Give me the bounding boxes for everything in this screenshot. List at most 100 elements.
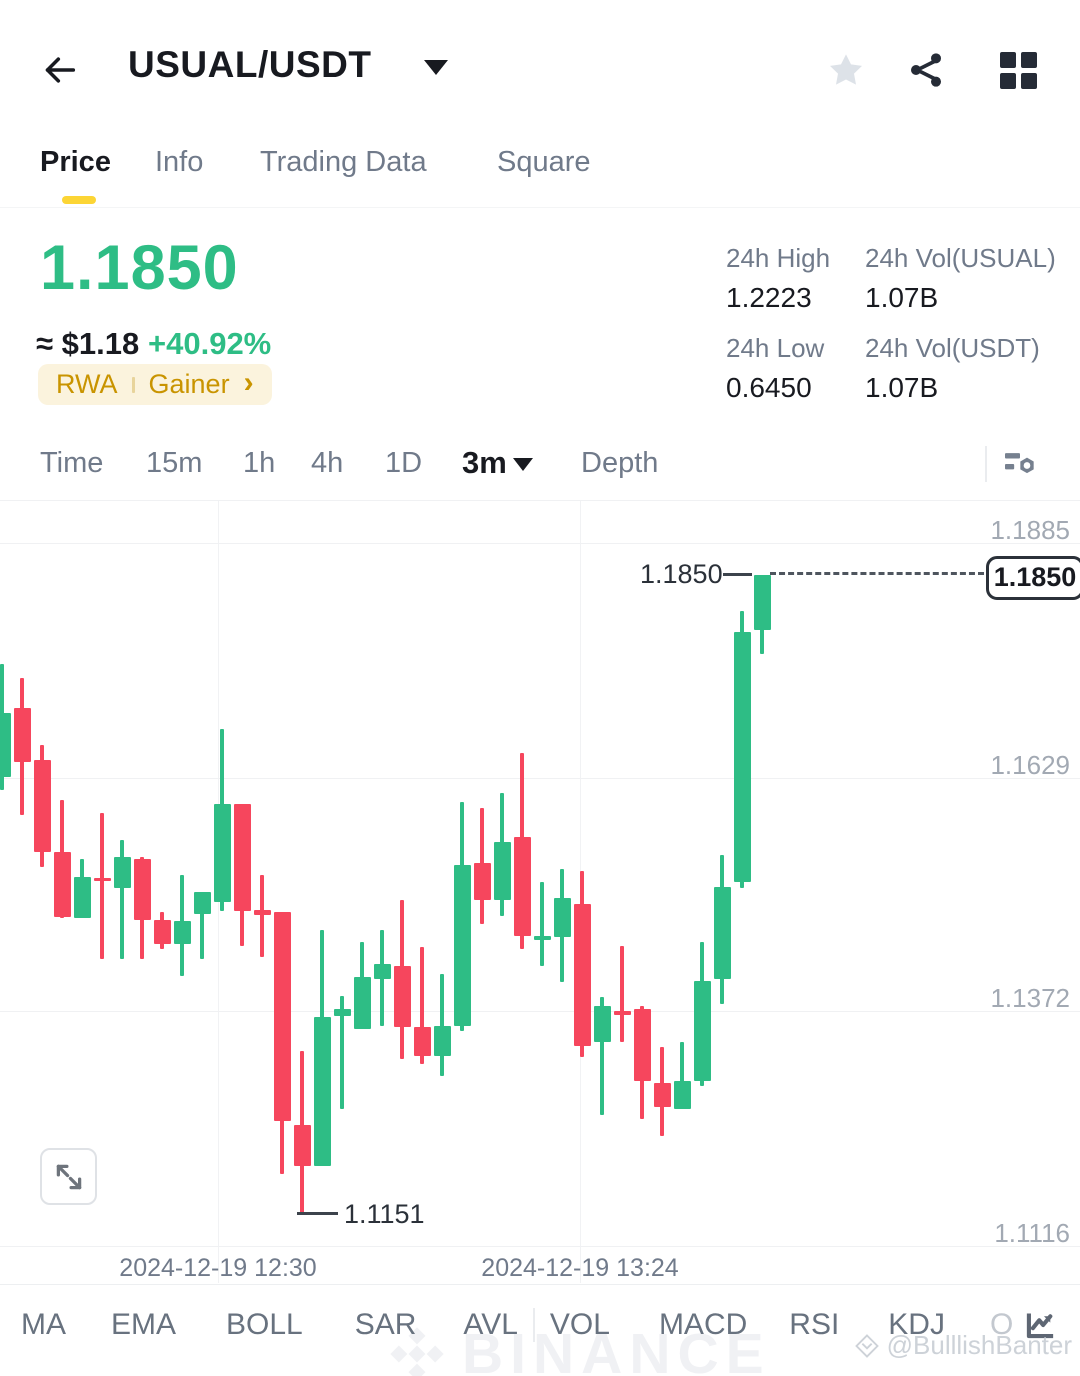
candle-body — [33, 759, 51, 852]
candle-body — [493, 841, 511, 900]
watermark-credit: @BulllishBanter — [853, 1330, 1072, 1361]
back-arrow-icon — [45, 57, 76, 83]
back-button[interactable] — [40, 50, 80, 90]
indicator-avl[interactable]: AVL — [463, 1308, 518, 1341]
candle-body — [333, 1009, 351, 1016]
indicator-rsi[interactable]: RSI — [789, 1308, 840, 1341]
tf-15m[interactable]: 15m — [146, 447, 203, 479]
candle-body — [393, 966, 411, 1027]
fullscreen-button[interactable] — [40, 1148, 97, 1205]
candle-wick — [200, 892, 204, 959]
tag-gainer[interactable]: Gainer — [148, 369, 230, 399]
custom-indicator-icon[interactable] — [1021, 1306, 1059, 1344]
candle-body — [533, 936, 551, 940]
candlestick-chart[interactable]: BINANCE 1.1885 1.1629 1.1372 1.1116 1.18… — [0, 500, 1080, 1376]
x-tick-1: 2024-12-19 12:30 — [119, 1254, 317, 1282]
tf-time[interactable]: Time — [40, 447, 104, 479]
candle-body — [673, 1080, 691, 1109]
y-tick-3: 1.1372 — [990, 983, 1070, 1013]
binance-watermark: BINANCE — [388, 1321, 771, 1376]
pair-dropdown-icon[interactable] — [424, 60, 448, 75]
indicator-vol[interactable]: VOL — [549, 1308, 610, 1341]
candle-body — [293, 1125, 311, 1167]
candle-body — [93, 877, 111, 882]
share-button[interactable] — [906, 50, 946, 90]
grid-icon — [999, 51, 1037, 89]
x-tick-2: 2024-12-19 13:24 — [481, 1254, 679, 1282]
binance-logo-icon — [390, 1327, 444, 1376]
candle-wick — [340, 996, 344, 1109]
indicator-ema[interactable]: EMA — [111, 1308, 177, 1341]
candle-body — [613, 1011, 631, 1015]
candle-wick — [100, 812, 104, 959]
indicator-settings-icon — [1005, 453, 1034, 474]
stat-24h-low: 24h Low 0.6450 — [726, 333, 824, 404]
favorite-button[interactable] — [826, 50, 866, 90]
chevron-right-icon[interactable]: › — [243, 365, 254, 399]
tf-4h[interactable]: 4h — [311, 447, 344, 479]
candle-body — [373, 964, 391, 980]
tab-price[interactable]: Price — [40, 146, 111, 178]
indicator-boll[interactable]: BOLL — [226, 1308, 303, 1341]
stat-24h-high: 24h High 1.2223 — [726, 243, 830, 314]
candle-body — [53, 851, 71, 917]
candle-body — [273, 912, 291, 1121]
current-price-pointer-line — [723, 573, 752, 577]
stat-label: 24h Vol(USDT) — [865, 333, 1040, 363]
candle-body — [213, 804, 231, 903]
current-price-tag[interactable]: 1.1850 — [986, 555, 1080, 600]
candle-wick — [600, 997, 604, 1116]
candle-body — [13, 708, 31, 763]
candle-body — [233, 804, 251, 912]
token-tags[interactable]: RWA Gainer › — [38, 364, 272, 405]
indicator-kdj[interactable]: KDJ — [888, 1308, 945, 1341]
tf-1d[interactable]: 1D — [385, 447, 423, 479]
candle-body — [0, 713, 11, 778]
pair-title[interactable]: USUAL/USDT — [128, 44, 372, 85]
fiat-value: ≈ $1.18 — [36, 326, 140, 361]
candle-wick — [260, 874, 264, 958]
tab-info[interactable]: Info — [155, 146, 204, 178]
credit-text: @BulllishBanter — [886, 1330, 1072, 1360]
stat-label: 24h Vol(USUAL) — [865, 243, 1056, 273]
candle-body — [553, 897, 571, 937]
candle-body — [593, 1005, 611, 1043]
candle-body — [73, 876, 91, 918]
indicator-ma[interactable]: MA — [21, 1308, 66, 1341]
indicator-obv-cut[interactable]: O — [989, 1308, 1014, 1341]
footer-divider — [0, 1284, 1080, 1285]
candle-body — [513, 837, 531, 937]
stat-label: 24h Low — [726, 333, 825, 363]
tab-square[interactable]: Square — [497, 146, 591, 178]
y-tick-1: 1.1885 — [990, 515, 1070, 545]
candle-body — [313, 1016, 331, 1167]
horizontal-gridline — [0, 778, 1080, 779]
apps-button[interactable] — [998, 50, 1038, 90]
interval-dropdown-icon[interactable] — [513, 458, 533, 471]
share-icon — [911, 53, 941, 87]
low-marker-line — [297, 1211, 338, 1215]
tab-trading-data[interactable]: Trading Data — [260, 146, 427, 178]
candle-body — [573, 904, 591, 1046]
tf-1h[interactable]: 1h — [243, 447, 276, 479]
indicator-sar[interactable]: SAR — [354, 1308, 417, 1341]
current-price-left-label: 1.1850 — [640, 558, 723, 589]
stat-value: 1.07B — [865, 282, 939, 313]
expand-icon — [56, 1164, 81, 1189]
chart-settings-button[interactable] — [1000, 444, 1040, 484]
candle-body — [153, 919, 171, 945]
candle-body — [173, 921, 191, 945]
tf-selected-3m[interactable]: 3m — [462, 445, 507, 480]
tag-rwa[interactable]: RWA — [56, 369, 118, 399]
tabs-divider — [0, 207, 1080, 208]
candle-body — [253, 909, 271, 916]
candle-wick — [440, 974, 444, 1076]
y-tick-4: 1.1116 — [994, 1218, 1070, 1248]
candle-body — [713, 886, 731, 980]
indicator-macd[interactable]: MACD — [658, 1308, 748, 1341]
candle-wick — [620, 946, 624, 1043]
depth-toggle[interactable]: Depth — [581, 447, 659, 479]
stat-24h-vol-usdt: 24h Vol(USDT) 1.07B — [865, 333, 1040, 404]
candle-body — [353, 977, 371, 1030]
